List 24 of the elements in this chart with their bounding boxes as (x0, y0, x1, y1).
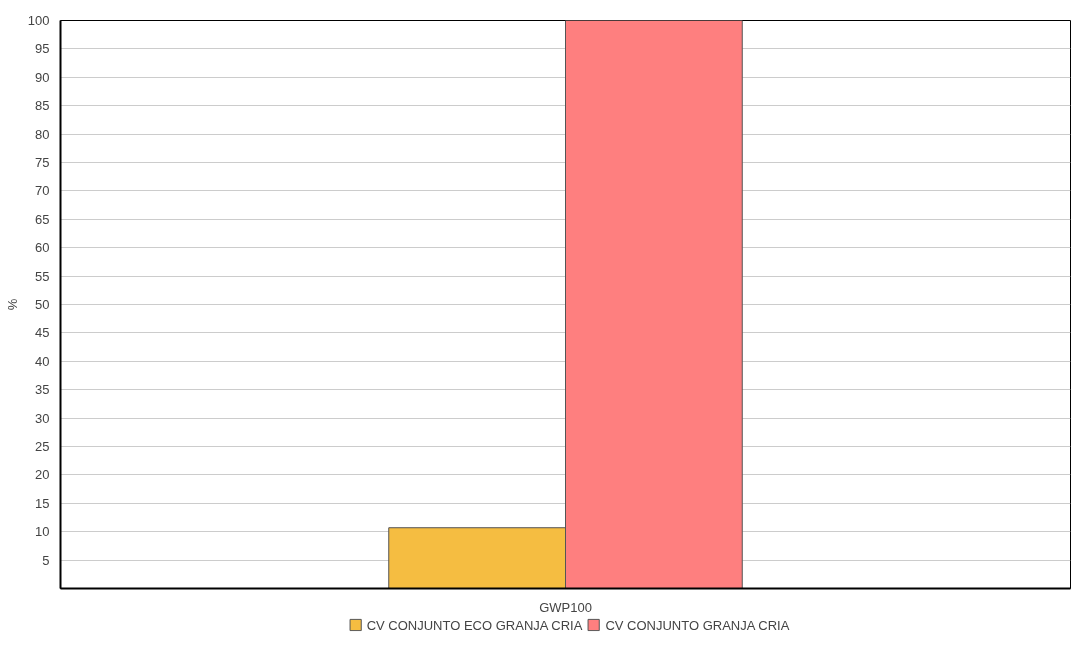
y-axis-title: % (4, 298, 20, 311)
y-tick-label: 55 (35, 268, 50, 284)
y-tick-label: 100 (27, 13, 50, 28)
y-tick-label: 50 (35, 297, 50, 312)
y-tick-label: 90 (35, 69, 50, 85)
y-tick-label: 70 (35, 183, 50, 199)
y-tick-label: 5 (42, 552, 50, 568)
y-tick-label: 10 (35, 524, 50, 540)
y-tick-label: 80 (35, 126, 50, 142)
y-tick-label: 75 (35, 155, 50, 170)
y-tick-label: 40 (35, 353, 50, 369)
y-tick-label: 65 (35, 211, 50, 227)
y-tick-label: 25 (35, 439, 50, 454)
y-tick-label: 45 (35, 325, 50, 341)
y-tick-label: 85 (35, 98, 50, 114)
y-tick-label: 20 (35, 467, 50, 483)
y-tick-label: 15 (35, 495, 50, 511)
y-tick-label: 30 (35, 410, 50, 426)
legend-label: CV CONJUNTO ECO GRANJA CRIA (366, 617, 583, 632)
x-tick-label: GWP100 (539, 599, 592, 615)
y-tick-label: 95 (35, 41, 50, 57)
y-tick-label: 35 (35, 382, 50, 398)
y-tick-label: 60 (35, 240, 50, 256)
legend-label: CV CONJUNTO GRANJA CRIA (605, 617, 790, 632)
